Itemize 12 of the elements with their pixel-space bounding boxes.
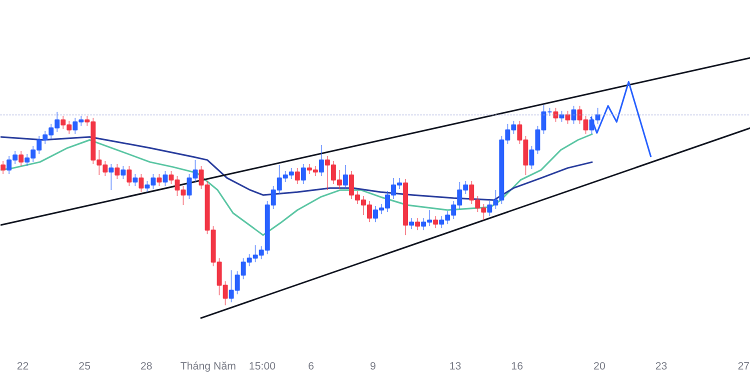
x-tick-label: Tháng Năm	[180, 360, 236, 372]
x-tick-label: 16	[511, 360, 524, 372]
x-tick-label: 20	[594, 360, 606, 372]
x-tick-label: 6	[308, 360, 314, 372]
x-tick-label: 25	[78, 360, 91, 372]
x-tick-label: 9	[370, 360, 376, 372]
x-tick-label: 27	[738, 360, 750, 372]
x-tick-label: 22	[16, 360, 29, 372]
x-tick-label: 28	[140, 360, 152, 372]
x-tick-label: 23	[655, 360, 668, 372]
x-tick-label: 13	[449, 360, 462, 372]
x-tick-label: 15:00	[248, 360, 276, 372]
